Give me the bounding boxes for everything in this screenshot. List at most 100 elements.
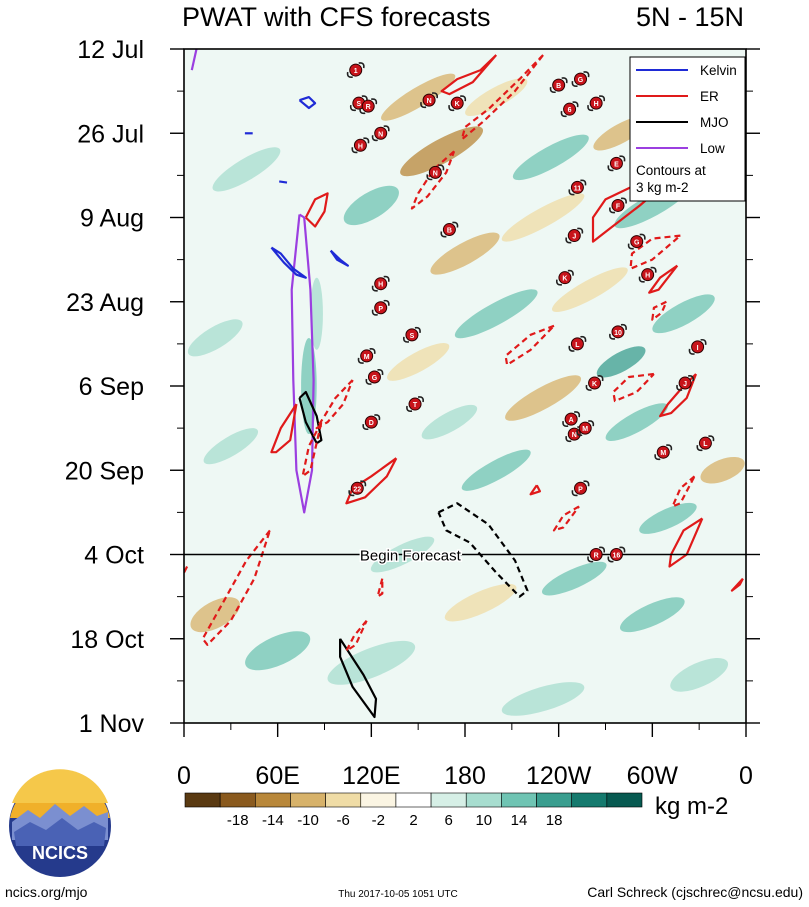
cyclone-arm bbox=[567, 269, 574, 276]
cyclone-label: 1 bbox=[354, 68, 358, 75]
tropical-cyclone-marker: 1 bbox=[346, 62, 365, 79]
tropical-cyclone-marker: 6 bbox=[560, 101, 579, 118]
cyclone-arm bbox=[358, 62, 365, 69]
pwat-band bbox=[212, 147, 281, 192]
cyclone-dot bbox=[360, 349, 374, 363]
cyclone-arm bbox=[574, 411, 581, 418]
tropical-cyclone-marker: T bbox=[406, 396, 424, 412]
contour-er bbox=[671, 475, 696, 508]
y-axis: 12 Jul 26 Jul 9 Aug 23 Aug 6 Sep 20 Sep 4 Oct 1… bbox=[65, 36, 760, 738]
tropical-cyclone-marker: M bbox=[357, 347, 376, 364]
cyclone-dot bbox=[428, 165, 442, 179]
footer-url[interactable]: ncics.org/mjo bbox=[5, 884, 88, 900]
tropical-cyclone-marker: G bbox=[365, 369, 384, 385]
y-tick-label: 1 Nov bbox=[79, 710, 145, 738]
pwat-band bbox=[501, 193, 585, 242]
cyclone-dot bbox=[570, 337, 584, 351]
cyclone-arm bbox=[597, 375, 604, 382]
y-tick-label: 18 Oct bbox=[70, 626, 144, 654]
contour-er bbox=[460, 54, 544, 141]
colorbar-unit: kg m-2 bbox=[655, 793, 728, 820]
cyclone-arm bbox=[619, 546, 626, 553]
cyclone-label: S bbox=[410, 333, 415, 340]
cyclone-dot bbox=[364, 415, 378, 429]
cyclone-arm bbox=[402, 336, 410, 343]
contour-er bbox=[552, 505, 580, 532]
pwat-band bbox=[310, 277, 323, 350]
cyclone-arm bbox=[585, 384, 592, 391]
contour-er bbox=[304, 192, 329, 228]
cyclone-arm bbox=[583, 480, 590, 487]
tropical-cyclone-marker: R bbox=[587, 546, 606, 563]
cyclone-arm bbox=[357, 357, 364, 364]
cyclone-arm bbox=[696, 445, 703, 452]
cyclone-dot bbox=[349, 63, 363, 77]
contour-er bbox=[201, 529, 271, 646]
cyclone-dot bbox=[698, 436, 712, 450]
cyclone-arm bbox=[448, 105, 455, 112]
y-tick-label: 4 Oct bbox=[84, 542, 144, 570]
colorbar-swatch bbox=[571, 792, 608, 808]
cyclone-label: L bbox=[703, 441, 708, 448]
cyclone-dot bbox=[350, 481, 364, 495]
tropical-cyclone-marker: F bbox=[609, 197, 627, 214]
ncics-logo: NCICS bbox=[9, 769, 111, 877]
cyclone-dot bbox=[588, 376, 602, 390]
cyclone-arm bbox=[452, 221, 459, 228]
pwat-band bbox=[542, 561, 607, 596]
cyclone-arm bbox=[666, 444, 673, 451]
cyclone-arm bbox=[627, 243, 634, 250]
cyclone-dot bbox=[574, 72, 588, 86]
x-tick-label: 0 bbox=[177, 762, 191, 790]
cyclone-arm bbox=[555, 279, 563, 286]
cyclone-arm bbox=[383, 299, 390, 306]
contour-mjo bbox=[437, 502, 529, 598]
cyclone-dot bbox=[361, 99, 375, 113]
tropical-cyclone-marker: N bbox=[371, 125, 390, 142]
pwat-band bbox=[327, 640, 416, 685]
cyclone-arm bbox=[650, 266, 657, 273]
contour-kelvin bbox=[279, 180, 288, 184]
contour-er bbox=[440, 54, 498, 96]
contour-er bbox=[612, 372, 655, 403]
cyclone-arm bbox=[560, 111, 567, 118]
cyclone-arm bbox=[587, 556, 594, 563]
cyclone-arm bbox=[565, 436, 572, 443]
cyclone-arm bbox=[619, 155, 626, 162]
tropical-cyclone-marker: M bbox=[654, 444, 673, 461]
cyclone-arm bbox=[549, 86, 556, 94]
cyclone-label: N bbox=[572, 432, 577, 439]
cyclone-arm bbox=[620, 323, 627, 330]
tropical-cyclone-marker: B bbox=[440, 221, 459, 238]
colorbar-tick-label: -6 bbox=[337, 812, 350, 829]
chart-title: PWAT with CFS forecasts bbox=[182, 2, 491, 32]
colorbar-tick-label: 6 bbox=[444, 812, 452, 829]
cyclone-dot bbox=[678, 376, 692, 390]
cyclone-label: G bbox=[634, 240, 640, 247]
cyclone-arm bbox=[580, 179, 587, 186]
pwat-band bbox=[461, 449, 531, 491]
pwat-band bbox=[639, 502, 697, 534]
cyclone-label: J bbox=[683, 381, 687, 388]
cyclone-dot bbox=[589, 96, 603, 110]
pwat-band bbox=[421, 404, 478, 440]
cyclone-dot bbox=[691, 340, 705, 354]
pwat-band bbox=[652, 294, 715, 334]
cyclone-dot bbox=[609, 548, 623, 561]
cyclone-arm bbox=[406, 405, 413, 412]
colorbar-swatch bbox=[219, 792, 256, 808]
cyclone-arm bbox=[580, 335, 587, 343]
cyclone-label: K bbox=[592, 381, 597, 388]
cyclone-label: 22 bbox=[353, 486, 361, 493]
x-tick-label: 120W bbox=[526, 762, 592, 790]
cyclone-label: P bbox=[378, 306, 383, 313]
tropical-cyclone-marker: 10 bbox=[609, 323, 627, 340]
x-tick-label: 60W bbox=[627, 762, 679, 790]
tropical-cyclone-marker: G bbox=[627, 233, 646, 250]
tropical-cyclone-marker: I bbox=[688, 338, 707, 355]
contour-er bbox=[651, 300, 668, 321]
tropical-cyclone-marker: L bbox=[696, 435, 715, 452]
tropical-cyclone-marker: N bbox=[426, 164, 445, 181]
cyclone-dot bbox=[405, 328, 419, 342]
cyclone-arm bbox=[363, 137, 370, 144]
